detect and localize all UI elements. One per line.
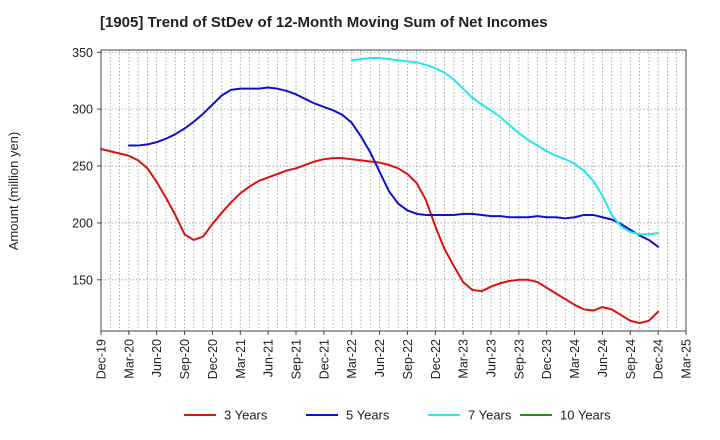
x-tick-label: Dec-21: [317, 339, 331, 379]
x-tick-label: Mar-21: [234, 339, 248, 379]
legend-label-7-years: 7 Years: [468, 408, 512, 423]
x-tick-label: Sep-24: [624, 339, 638, 379]
x-tick-label: Jun-24: [596, 339, 610, 377]
x-tick-label: Dec-20: [206, 339, 220, 379]
y-tick-label: 250: [72, 160, 93, 174]
x-tick-label: Mar-22: [345, 339, 359, 379]
x-tick-label: Jun-22: [373, 339, 387, 377]
y-tick-label: 200: [72, 216, 93, 230]
x-tick-label: Sep-21: [290, 339, 304, 379]
legend-label-3-years: 3 Years: [224, 408, 268, 423]
x-tick-label: Jun-23: [485, 339, 499, 377]
legend-label-5-years: 5 Years: [346, 408, 390, 423]
legend-label-10-years: 10 Years: [560, 408, 611, 423]
x-tick-label: Mar-23: [457, 339, 471, 379]
series-line-3-years: [100, 147, 660, 325]
x-tick-label: Jun-20: [150, 339, 164, 377]
x-tick-label: Sep-23: [512, 339, 526, 379]
x-tick-label: Dec-24: [652, 339, 666, 379]
chart-title: [1905] Trend of StDev of 12-Month Moving…: [100, 14, 548, 31]
x-tick-label: Sep-22: [401, 339, 415, 379]
y-axis-label: Amount (million yen): [6, 132, 21, 251]
x-tick-label: Dec-19: [95, 339, 109, 379]
series-line-5-years: [127, 86, 660, 248]
y-tick-label: 300: [72, 103, 93, 117]
x-tick-label: Jun-21: [262, 339, 276, 377]
x-tick-label: Sep-20: [178, 339, 192, 379]
x-tick-label: Mar-25: [680, 339, 694, 379]
x-tick-label: Dec-22: [429, 339, 443, 379]
y-tick-label: 350: [72, 46, 93, 60]
x-tick-label: Mar-24: [568, 339, 582, 379]
y-tick-label: 150: [72, 273, 93, 287]
x-tick-label: Mar-20: [122, 339, 136, 379]
x-tick-label: Dec-23: [540, 339, 554, 379]
plot-frame: [100, 49, 687, 332]
plot-area: [101, 50, 686, 331]
series-line-7-years: [350, 56, 660, 236]
